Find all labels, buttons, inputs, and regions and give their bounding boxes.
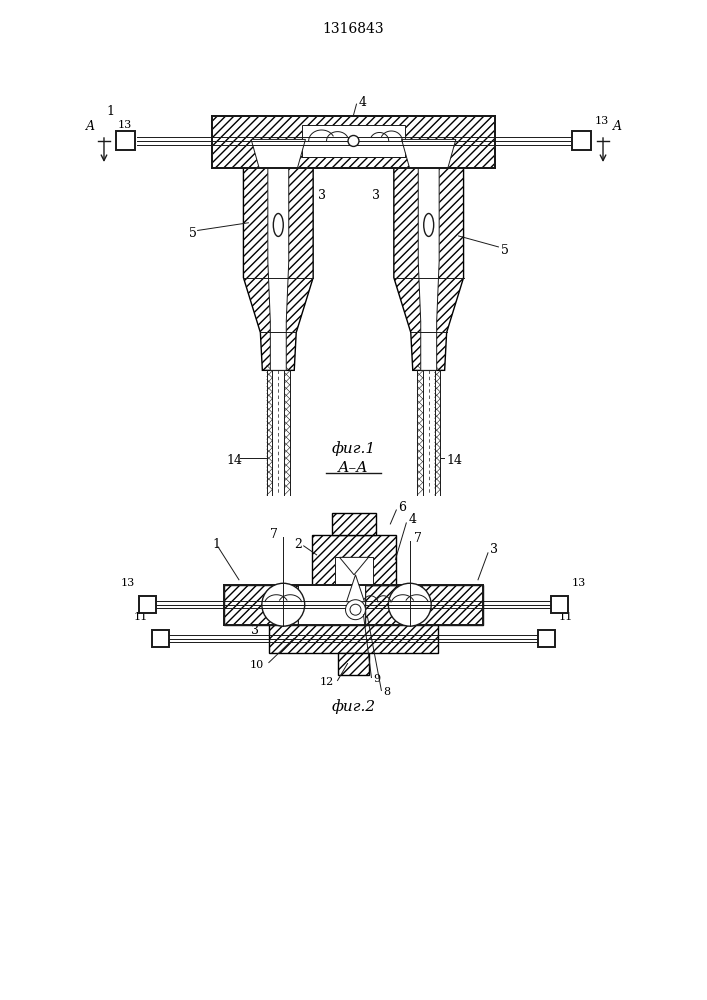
Text: 7: 7 <box>270 528 279 541</box>
Polygon shape <box>269 625 438 653</box>
Text: 1: 1 <box>212 538 220 551</box>
Text: A: A <box>86 120 95 133</box>
Text: 10: 10 <box>250 660 264 670</box>
Text: 7: 7 <box>414 532 421 545</box>
Polygon shape <box>346 575 364 602</box>
Bar <box>538 630 555 647</box>
Text: 9: 9 <box>373 675 380 685</box>
Text: фиг.2: фиг.2 <box>332 699 375 714</box>
Polygon shape <box>268 168 288 370</box>
Text: 13: 13 <box>121 578 135 588</box>
Text: 14: 14 <box>226 454 243 467</box>
Circle shape <box>348 135 359 146</box>
Polygon shape <box>402 139 456 168</box>
Text: А–А: А–А <box>338 461 369 475</box>
Text: 13: 13 <box>572 578 586 588</box>
Text: 11: 11 <box>559 612 573 622</box>
Polygon shape <box>211 116 496 168</box>
Polygon shape <box>337 653 370 675</box>
Polygon shape <box>243 168 313 370</box>
Text: 2: 2 <box>294 538 302 551</box>
Text: 4: 4 <box>358 96 366 109</box>
Text: 13: 13 <box>595 116 609 126</box>
Text: 3: 3 <box>372 189 380 202</box>
Polygon shape <box>419 168 439 370</box>
Text: 11: 11 <box>134 612 148 622</box>
Circle shape <box>346 600 366 620</box>
Text: 6: 6 <box>398 501 407 514</box>
Text: A: A <box>612 120 621 133</box>
Bar <box>551 596 568 613</box>
Bar <box>572 131 591 150</box>
Text: 14: 14 <box>447 454 462 467</box>
Polygon shape <box>394 168 464 370</box>
Bar <box>152 630 169 647</box>
Bar <box>335 557 373 585</box>
Bar <box>116 131 135 150</box>
Ellipse shape <box>274 213 284 236</box>
Text: фиг.1: фиг.1 <box>332 441 375 456</box>
Bar <box>298 585 366 625</box>
Text: 4: 4 <box>408 513 416 526</box>
Circle shape <box>350 604 361 615</box>
Polygon shape <box>224 585 298 625</box>
Text: 3: 3 <box>490 543 498 556</box>
Polygon shape <box>339 557 368 575</box>
Bar <box>302 125 405 157</box>
Text: 8: 8 <box>383 687 390 697</box>
Text: 1: 1 <box>106 105 114 118</box>
Bar <box>139 596 156 613</box>
Text: 3: 3 <box>318 189 326 202</box>
Text: 5: 5 <box>501 244 509 257</box>
Text: 12: 12 <box>320 677 334 687</box>
Polygon shape <box>366 585 483 625</box>
Polygon shape <box>251 139 305 168</box>
Circle shape <box>388 583 431 626</box>
Text: 1316843: 1316843 <box>322 22 385 36</box>
Text: 5: 5 <box>189 227 197 240</box>
Polygon shape <box>332 513 376 535</box>
Ellipse shape <box>423 213 433 236</box>
Text: 13: 13 <box>118 120 132 130</box>
Text: 3: 3 <box>251 624 259 637</box>
Polygon shape <box>312 535 397 585</box>
Circle shape <box>262 583 305 626</box>
